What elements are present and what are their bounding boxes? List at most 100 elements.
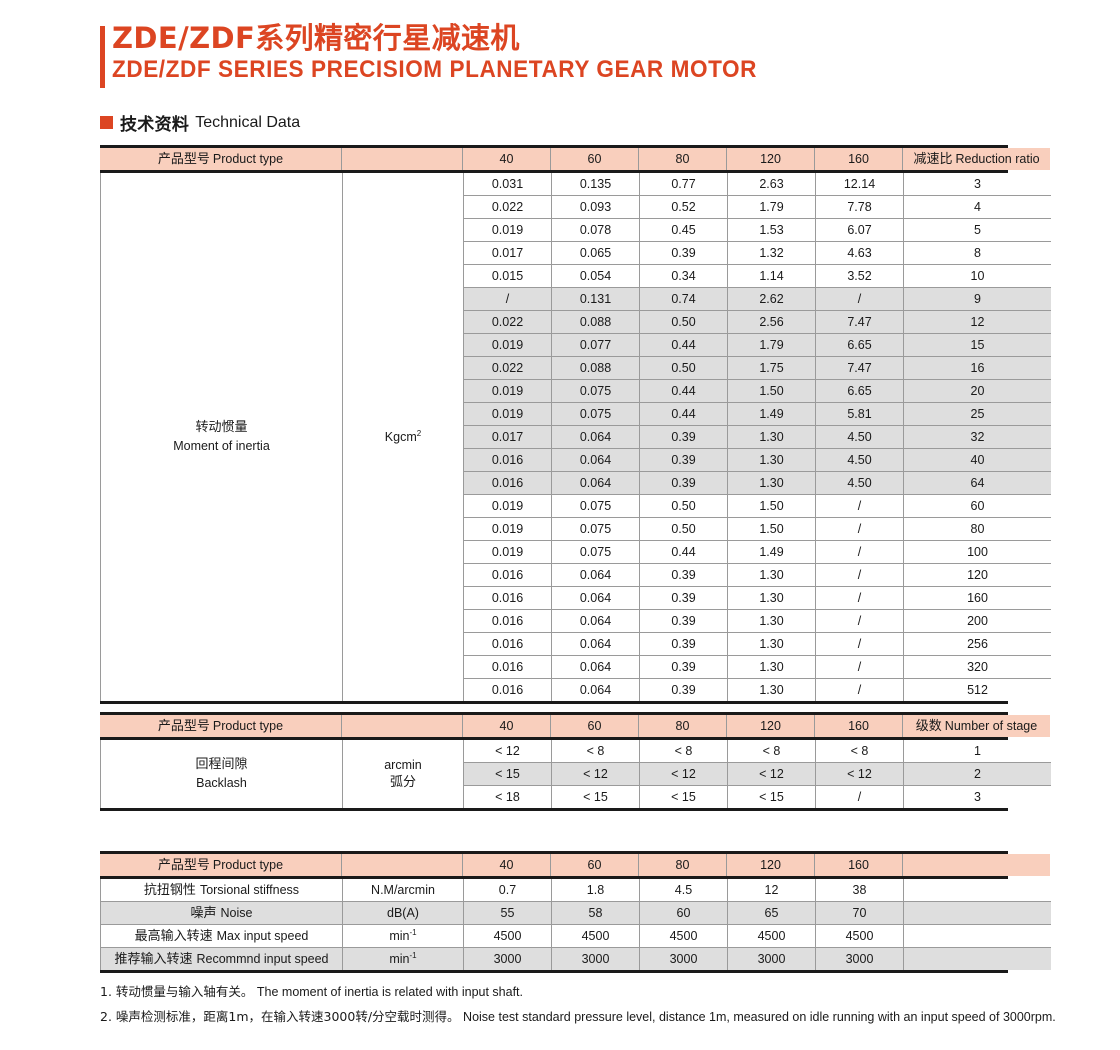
table1-cell-size-60-ratio-64: 0.064 bbox=[551, 471, 640, 495]
table-backlash: 产品型号 Product type 40 60 80 120 160 级数 Numb… bbox=[100, 712, 1051, 811]
table3-cell-size-60: 58 bbox=[551, 901, 640, 925]
table1-cell-size-80-ratio-15: 0.44 bbox=[639, 333, 728, 357]
table1-cell-size-40-ratio-60: 0.019 bbox=[463, 494, 552, 518]
table2-cell-size-120-stage-2: < 12 bbox=[727, 762, 816, 786]
table3-th-size-120: 120 bbox=[726, 854, 815, 876]
table-row: 噪声 Noise dB(A) 55 58 60 65 70 bbox=[100, 901, 1051, 925]
table-row: 0.016 0.064 0.39 1.30/512 bbox=[101, 678, 1051, 701]
table3-cell-size-160: 70 bbox=[815, 901, 904, 925]
table1-mid-rule bbox=[100, 170, 1008, 173]
table1-cell-size-60-ratio-120: 0.064 bbox=[551, 563, 640, 587]
table1-cell-size-60-ratio-25: 0.075 bbox=[551, 402, 640, 426]
table1-cell-size-40-ratio-160: 0.016 bbox=[463, 586, 552, 610]
table1-cell-size-60-ratio-3: 0.135 bbox=[551, 173, 640, 196]
table1-cell-size-160-ratio-4: 7.78 bbox=[815, 195, 904, 219]
table3-cell-size-60: 4500 bbox=[551, 924, 640, 948]
table3-unit-cell: min-1 bbox=[342, 947, 464, 970]
table1-cell-size-80-ratio-120: 0.39 bbox=[639, 563, 728, 587]
table1-cell-size-80-ratio-100: 0.44 bbox=[639, 540, 728, 564]
table1: 产品型号 Product type 40 60 80 120 160 减速比 Red… bbox=[100, 148, 1050, 170]
table1-cell-size-40-ratio-16: 0.022 bbox=[463, 356, 552, 380]
table1-cell-reduction-ratio: 320 bbox=[903, 655, 1051, 679]
table3-unit-cell: min-1 bbox=[342, 924, 464, 948]
unit-value: N.M/arcmin bbox=[371, 882, 435, 897]
table2-th-number-of-stage: 级数 Number of stage bbox=[902, 715, 1050, 737]
table1-cell-size-80-ratio-256: 0.39 bbox=[639, 632, 728, 656]
table1-cell-size-160-ratio-120: / bbox=[815, 563, 904, 587]
table2-unit-cell: arcmin 弧分 bbox=[342, 740, 464, 808]
table1-cell-size-160-ratio-512: / bbox=[815, 678, 904, 701]
table1-cell-size-60-ratio-512: 0.064 bbox=[551, 678, 640, 701]
table3-cell-blank bbox=[903, 924, 1051, 948]
unit-kgcm2: Kgcm2 bbox=[384, 429, 422, 445]
table1-cell-size-80-ratio-5: 0.45 bbox=[639, 218, 728, 242]
row-label-cn: 抗扭钢性 bbox=[143, 882, 196, 898]
table1-cell-size-60-ratio-4: 0.093 bbox=[551, 195, 640, 219]
table3-cell-size-40: 55 bbox=[463, 901, 552, 925]
table2-top-rule bbox=[100, 712, 1008, 715]
table1-top-rule bbox=[100, 145, 1008, 148]
table3-header-row: 产品型号 Product type 40 60 80 120 160 bbox=[100, 854, 1050, 876]
table1-row-label: 转动惯量 Moment of inertia bbox=[100, 173, 343, 701]
table-row: 0.019 0.075 0.50 1.50/60 bbox=[101, 494, 1051, 518]
table1-cell-size-160-ratio-8: 4.63 bbox=[815, 241, 904, 265]
table1-cell-size-160-ratio-16: 7.47 bbox=[815, 356, 904, 380]
table-row: 0.016 0.064 0.39 1.30/200 bbox=[101, 609, 1051, 633]
table1-cell-size-80-ratio-16: 0.50 bbox=[639, 356, 728, 380]
table1-cell-size-80-ratio-12: 0.50 bbox=[639, 310, 728, 334]
table1-cell-size-120-ratio-256: 1.30 bbox=[727, 632, 816, 656]
table-performance: 产品型号 Product type 40 60 80 120 160 抗扭钢性 To… bbox=[100, 851, 1051, 973]
table3-cell-size-80: 60 bbox=[639, 901, 728, 925]
table1-cell-size-120-ratio-120: 1.30 bbox=[727, 563, 816, 587]
table1-cell-reduction-ratio: 32 bbox=[903, 425, 1051, 449]
table-row: 0.017 0.064 0.39 1.30 4.50 32 bbox=[101, 425, 1051, 449]
table1-cell-size-60-ratio-10: 0.054 bbox=[551, 264, 640, 288]
table1-cell-size-160-ratio-64: 4.50 bbox=[815, 471, 904, 495]
table-row: 0.019 0.075 0.44 1.49 5.81 25 bbox=[101, 402, 1051, 426]
table1-header-row: 产品型号 Product type 40 60 80 120 160 减速比 Red… bbox=[100, 148, 1050, 170]
table3-cell-size-80: 4500 bbox=[639, 924, 728, 948]
table-row: 最高输入转速 Max input speed min-1 4500 4500 4500 45… bbox=[100, 924, 1051, 948]
table3-cell-size-80: 3000 bbox=[639, 947, 728, 970]
table1-cell-reduction-ratio: 8 bbox=[903, 241, 1051, 265]
section-label-en: Technical Data bbox=[195, 113, 301, 131]
table1-cell-size-120-ratio-10: 1.14 bbox=[727, 264, 816, 288]
table2-cell-size-80-stage-3: < 15 bbox=[639, 785, 728, 808]
table2-th-size-40: 40 bbox=[462, 715, 551, 737]
row-label-cn: 推荐输入转速 bbox=[114, 951, 193, 967]
table2-th-size-120: 120 bbox=[726, 715, 815, 737]
table-row: 0.016 0.064 0.39 1.30 4.50 40 bbox=[101, 448, 1051, 472]
table1-cell-size-60-ratio-320: 0.064 bbox=[551, 655, 640, 679]
table2-cell-size-160-stage-1: < 8 bbox=[815, 740, 904, 763]
table1-cell-reduction-ratio: 64 bbox=[903, 471, 1051, 495]
table1-cell-size-40-ratio-40: 0.016 bbox=[463, 448, 552, 472]
table1-bottom-rule bbox=[100, 701, 1008, 704]
table3-row-label: 噪声 Noise bbox=[100, 901, 343, 925]
table3-cell-blank bbox=[903, 879, 1051, 902]
table1-cell-size-120-ratio-160: 1.30 bbox=[727, 586, 816, 610]
table1-cell-size-120-ratio-320: 1.30 bbox=[727, 655, 816, 679]
table-row: 0.019 0.075 0.44 1.50 6.65 20 bbox=[101, 379, 1051, 403]
table3-cell-size-60: 1.8 bbox=[551, 879, 640, 902]
table1-cell-size-80-ratio-40: 0.39 bbox=[639, 448, 728, 472]
table1-cell-reduction-ratio: 3 bbox=[903, 173, 1051, 196]
table1-th-size-120: 120 bbox=[726, 148, 815, 170]
table1-cell-size-160-ratio-40: 4.50 bbox=[815, 448, 904, 472]
table1-cell-size-120-ratio-25: 1.49 bbox=[727, 402, 816, 426]
table2-th-unit bbox=[341, 715, 463, 737]
table1-cell-size-160-ratio-10: 3.52 bbox=[815, 264, 904, 288]
table1-cell-size-120-ratio-5: 1.53 bbox=[727, 218, 816, 242]
table1-cell-size-80-ratio-9: 0.74 bbox=[639, 287, 728, 311]
table1-cell-size-120-ratio-15: 1.79 bbox=[727, 333, 816, 357]
table1-cell-size-40-ratio-32: 0.017 bbox=[463, 425, 552, 449]
table2-th-size-80: 80 bbox=[638, 715, 727, 737]
table1-cell-size-160-ratio-80: / bbox=[815, 517, 904, 541]
table1-cell-size-40-ratio-4: 0.022 bbox=[463, 195, 552, 219]
table1-cell-size-60-ratio-160: 0.064 bbox=[551, 586, 640, 610]
table1-cell-size-120-ratio-3: 2.63 bbox=[727, 173, 816, 196]
table3-th-blank bbox=[902, 854, 1050, 876]
table1-cell-size-120-ratio-64: 1.30 bbox=[727, 471, 816, 495]
table1-cell-reduction-ratio: 4 bbox=[903, 195, 1051, 219]
table2-th-size-160: 160 bbox=[814, 715, 903, 737]
table3-cell-blank bbox=[903, 947, 1051, 970]
